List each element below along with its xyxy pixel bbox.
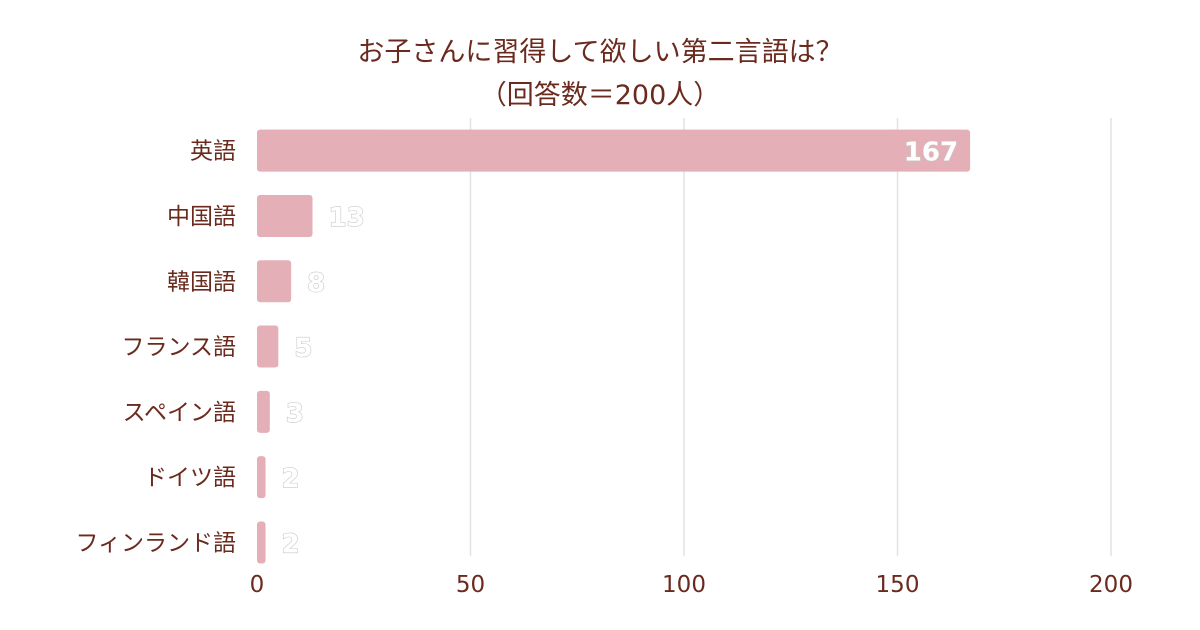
data-label: 3: [286, 399, 304, 429]
bar: [257, 521, 266, 564]
bar: [257, 390, 270, 433]
category-label: フランス語: [121, 335, 236, 361]
bar: [257, 194, 313, 237]
x-tick-label: 50: [456, 572, 485, 598]
gridlines: [469, 118, 1112, 556]
bar: [257, 260, 292, 303]
bars: [257, 129, 971, 564]
category-label: 韓国語: [167, 269, 236, 295]
category-label: ドイツ語: [144, 465, 236, 491]
data-label: 13: [329, 203, 365, 233]
bar: [257, 325, 279, 368]
category-label: フィンランド語: [75, 530, 236, 556]
data-label: 5: [294, 334, 312, 364]
data-label: 2: [282, 464, 300, 494]
category-label: スペイン語: [123, 400, 236, 426]
bar: [257, 129, 971, 172]
value-labels: 167 13 8 5 3 2 2: [281, 137, 959, 560]
data-label: 8: [307, 268, 325, 298]
x-tick-label: 200: [1089, 572, 1133, 598]
x-axis-ticks: 0 50 100 150 200: [250, 572, 1133, 598]
data-label: 2: [282, 529, 300, 559]
bar: [257, 456, 266, 499]
x-tick-label: 150: [876, 572, 920, 598]
x-tick-label: 100: [662, 572, 706, 598]
chart-title: お子さんに習得して欲しい第二言語は？: [357, 37, 842, 68]
chart-subtitle: （回答数＝200人）: [480, 80, 721, 111]
data-label: 167: [904, 138, 958, 168]
category-label: 英語: [190, 139, 236, 165]
category-label: 中国語: [167, 204, 236, 230]
x-tick-label: 0: [250, 572, 265, 598]
